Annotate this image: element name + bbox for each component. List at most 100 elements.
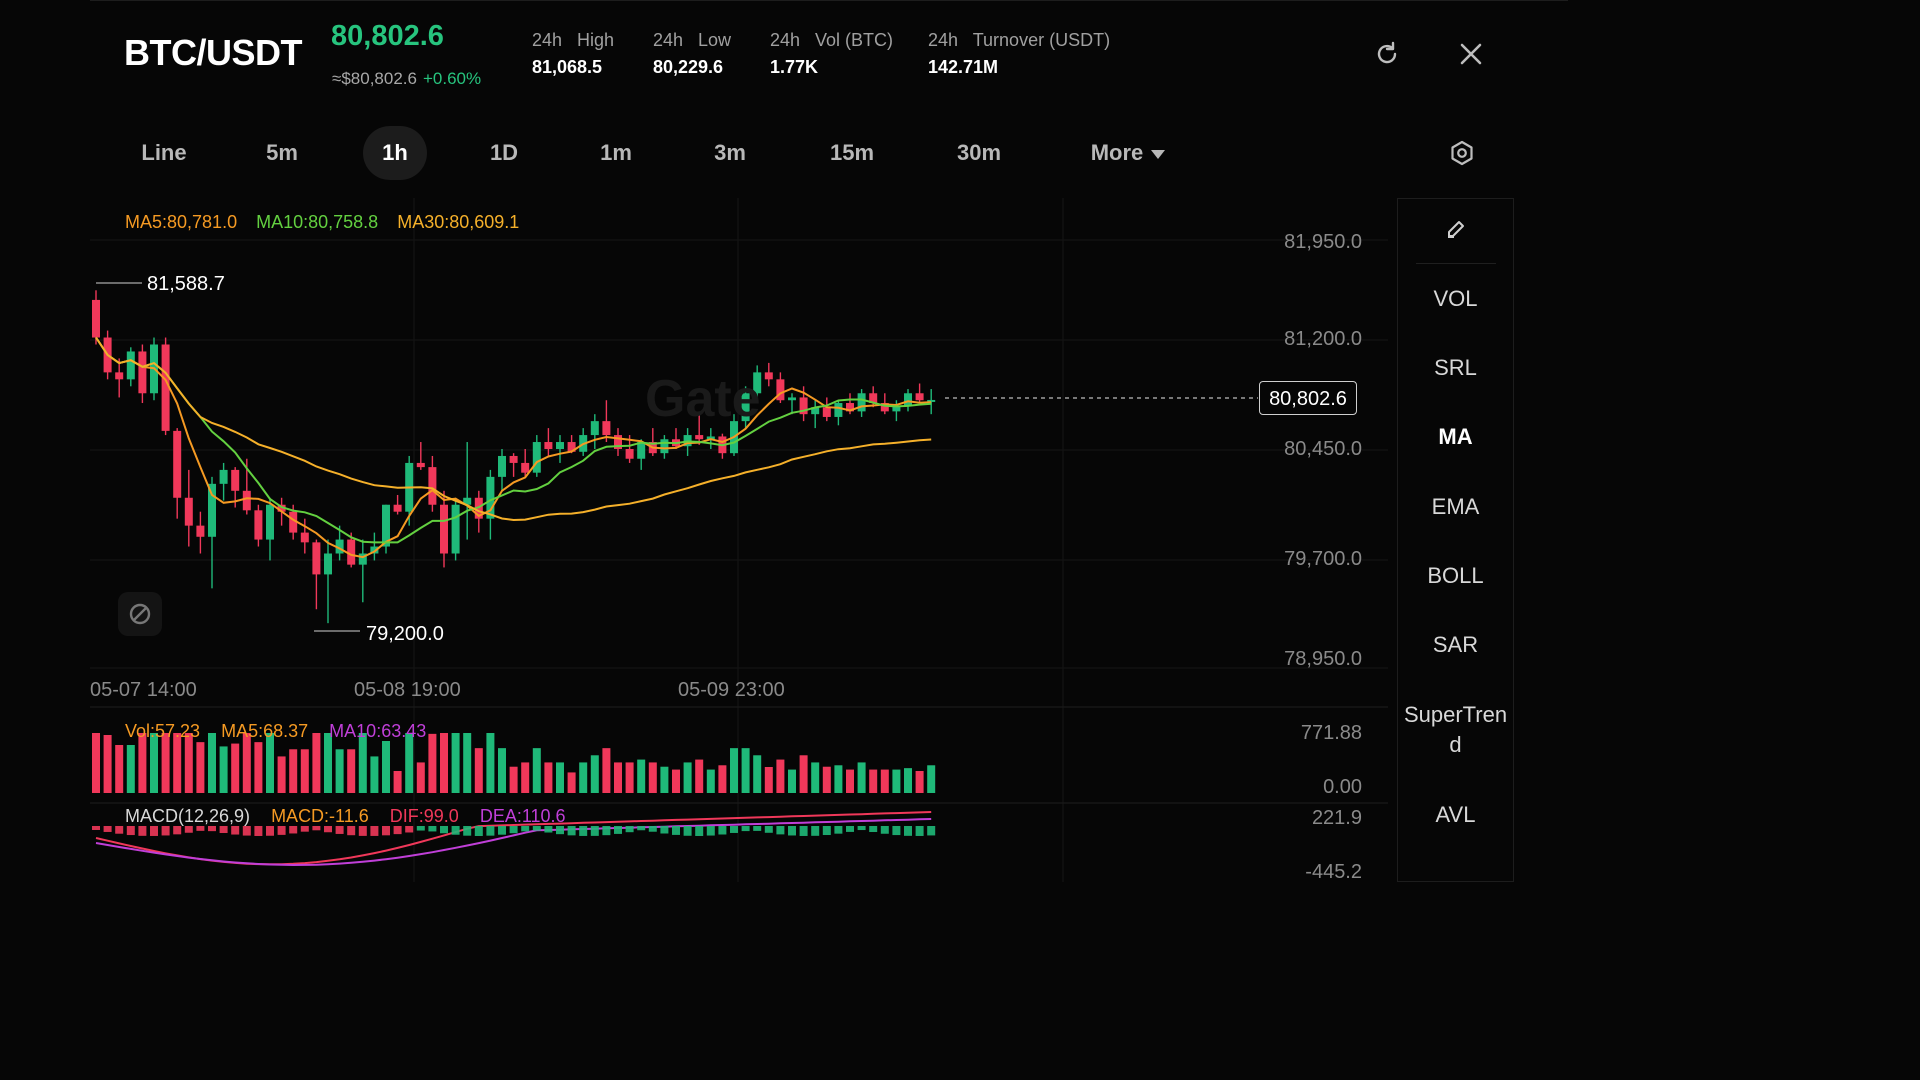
candle-body	[590, 421, 599, 436]
macd-histogram-bar	[335, 826, 344, 834]
candle-body	[289, 511, 298, 533]
ma5-line	[95, 336, 932, 559]
volume-bar	[196, 742, 205, 793]
candle-body	[602, 421, 611, 436]
candle-body	[300, 532, 309, 543]
macd-histogram-bar	[648, 826, 657, 832]
candle-body	[184, 497, 193, 526]
volume-bar	[393, 771, 402, 793]
dif-value: DIF:99.0	[390, 806, 459, 826]
tab-5m[interactable]: 5m	[266, 140, 298, 165]
macd-histogram-bar	[857, 826, 866, 831]
volume-bar	[219, 746, 228, 793]
macd-histogram-bar	[776, 826, 785, 835]
ma30-legend: MA30:80,609.1	[397, 212, 519, 232]
indicator-avl[interactable]: AVL	[1435, 802, 1476, 827]
close-icon	[1460, 43, 1482, 65]
macd-histogram-bar	[567, 826, 576, 836]
volume-bar	[846, 769, 854, 793]
caret-down-icon	[1151, 149, 1166, 159]
volume-bar	[683, 762, 692, 793]
indicator-ma[interactable]: MA	[1438, 424, 1473, 449]
volume-bar	[556, 762, 564, 793]
candle-body	[196, 525, 205, 537]
indicator-srl[interactable]: SRL	[1434, 355, 1477, 380]
macd-histogram-bar	[184, 826, 193, 833]
macd-histogram-bar	[486, 826, 495, 836]
volume-bar	[672, 769, 680, 793]
vol-ma5-legend: MA5:68.37	[221, 721, 308, 741]
volume-bar	[509, 766, 518, 793]
candle-body	[324, 553, 332, 575]
macd-histogram-bar	[660, 826, 669, 834]
volume-bar	[532, 748, 541, 793]
candle-body	[219, 469, 228, 484]
candle-body	[382, 504, 390, 547]
volume-bar	[184, 733, 193, 793]
ma-lines	[95, 336, 932, 559]
indicator-supertrend[interactable]: SuperTren d	[1403, 702, 1508, 757]
chart-mode-toggle[interactable]	[118, 592, 162, 636]
tab-1h[interactable]: 1h	[363, 126, 427, 180]
candle-body	[915, 393, 924, 401]
volume-bar	[440, 733, 448, 793]
volume-bar	[312, 733, 321, 793]
volume-bar	[648, 762, 657, 793]
macd-histogram-bar	[590, 826, 599, 836]
indicator-boll[interactable]: BOLL	[1427, 563, 1484, 588]
volume-bar	[370, 756, 379, 793]
indicator-vol[interactable]: VOL	[1433, 286, 1478, 311]
candle-body	[846, 403, 854, 412]
volume-bar	[915, 771, 924, 793]
candle-body	[544, 442, 553, 449]
macd-histogram-bar	[822, 826, 831, 836]
volume-bar	[614, 762, 622, 793]
interval-tabs: Line 5m 1h 1D 1m 3m 15m 30m More	[118, 126, 1208, 182]
volume-bar	[382, 741, 390, 793]
change-percent: +0.60%	[422, 69, 482, 88]
macd-histogram-bar	[753, 826, 762, 831]
tab-3m[interactable]: 3m	[714, 140, 746, 165]
macd-histogram-bar	[416, 826, 425, 831]
candle-body	[451, 504, 460, 554]
chart-settings-button[interactable]	[1444, 135, 1480, 171]
tab-1m[interactable]: 1m	[600, 140, 632, 165]
candle-body	[556, 442, 564, 449]
macd-panel	[92, 811, 936, 867]
volume-bar	[405, 733, 414, 793]
tab-30m[interactable]: 30m	[956, 140, 1002, 165]
draw-tool-button[interactable]	[1398, 217, 1513, 249]
candlestick-chart[interactable]: 81,950.0 81,200.0 80,450.0 79,700.0 78,9…	[90, 198, 1388, 882]
stat-turnover: 24h Turnover (USDT) 142.71M	[928, 30, 1110, 78]
macd-histogram-bar	[498, 826, 506, 835]
candle-body	[509, 455, 518, 463]
volume-bar	[637, 759, 646, 793]
top-divider	[90, 0, 1568, 1]
close-button[interactable]	[1453, 36, 1489, 72]
sidebar-divider	[1416, 263, 1496, 264]
ma5-legend: MA5:80,781.0	[125, 212, 237, 232]
stat-label: 24h High	[532, 30, 615, 50]
tab-line[interactable]: Line	[141, 140, 187, 165]
tab-15m[interactable]: 15m	[829, 140, 875, 165]
price-tick: 79,700.0	[1284, 548, 1362, 570]
refresh-button[interactable]	[1369, 36, 1405, 72]
dea-line	[95, 818, 932, 867]
time-tick: 05-09 23:00	[678, 679, 785, 701]
volume-legend: Vol:57.23 MA5:68.37 MA10:63.43	[125, 721, 426, 741]
macd-histogram-bar	[126, 826, 135, 836]
tab-1d[interactable]: 1D	[489, 140, 519, 165]
indicator-ema[interactable]: EMA	[1431, 494, 1480, 519]
candle-body	[869, 393, 878, 404]
stat-value: 80,229.6	[653, 57, 724, 77]
candle-body	[498, 455, 506, 477]
macd-histogram-bar	[161, 826, 170, 836]
more-dropdown[interactable]: More	[1068, 126, 1188, 180]
ma-legend: MA5:80,781.0 MA10:80,758.8 MA30:80,609.1	[125, 212, 519, 232]
macd-value: MACD:-11.6	[271, 806, 369, 826]
more-label: More	[1090, 140, 1144, 165]
macd-histogram-bar	[289, 826, 298, 834]
macd-histogram-bar	[741, 826, 750, 832]
low-marker-label: 79,200.0	[366, 623, 444, 645]
indicator-sar[interactable]: SAR	[1432, 632, 1479, 657]
